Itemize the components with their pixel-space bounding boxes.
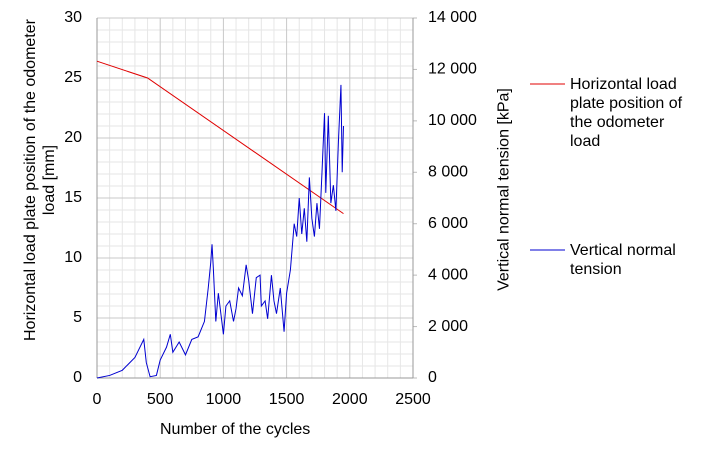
line-series (96, 84, 344, 379)
y2-tick-label: 0 (428, 369, 437, 386)
y2-axis-label: Vertical normal tension [kPa] (495, 88, 513, 291)
y-tick-label: 5 (73, 309, 82, 326)
y-tick-label: 25 (64, 69, 82, 86)
y2-tick-label: 10 000 (428, 112, 477, 129)
x-tick-label: 500 (147, 391, 174, 408)
x-tick-label: 2500 (395, 391, 431, 408)
y-tick-label: 10 (64, 249, 82, 266)
y2-tick-label: 12 000 (428, 61, 477, 78)
x-tick-label: 2000 (332, 391, 368, 408)
y-tick-label: 15 (64, 189, 82, 206)
y2-tick-label: 14 000 (428, 9, 477, 26)
line-series (96, 60, 344, 215)
y-axis-label: Horizontal load plate position of the od… (22, 19, 58, 341)
y2-tick-label: 8 000 (428, 164, 468, 181)
y2-tick-label: 2 000 (428, 318, 468, 335)
y2-tick-label: 4 000 (428, 266, 468, 283)
y-tick-label: 30 (64, 9, 82, 26)
x-tick-label: 0 (93, 391, 102, 408)
x-axis-label: Number of the cycles (160, 421, 311, 438)
legend-label: Horizontal load plate position of the od… (570, 76, 683, 150)
y-tick-label: 0 (73, 369, 82, 386)
legend-label: Vertical normal tension (570, 242, 676, 278)
x-tick-label: 1000 (206, 391, 242, 408)
y-tick-label: 20 (64, 129, 82, 146)
x-tick-label: 1500 (269, 391, 305, 408)
y2-tick-label: 6 000 (428, 215, 468, 232)
